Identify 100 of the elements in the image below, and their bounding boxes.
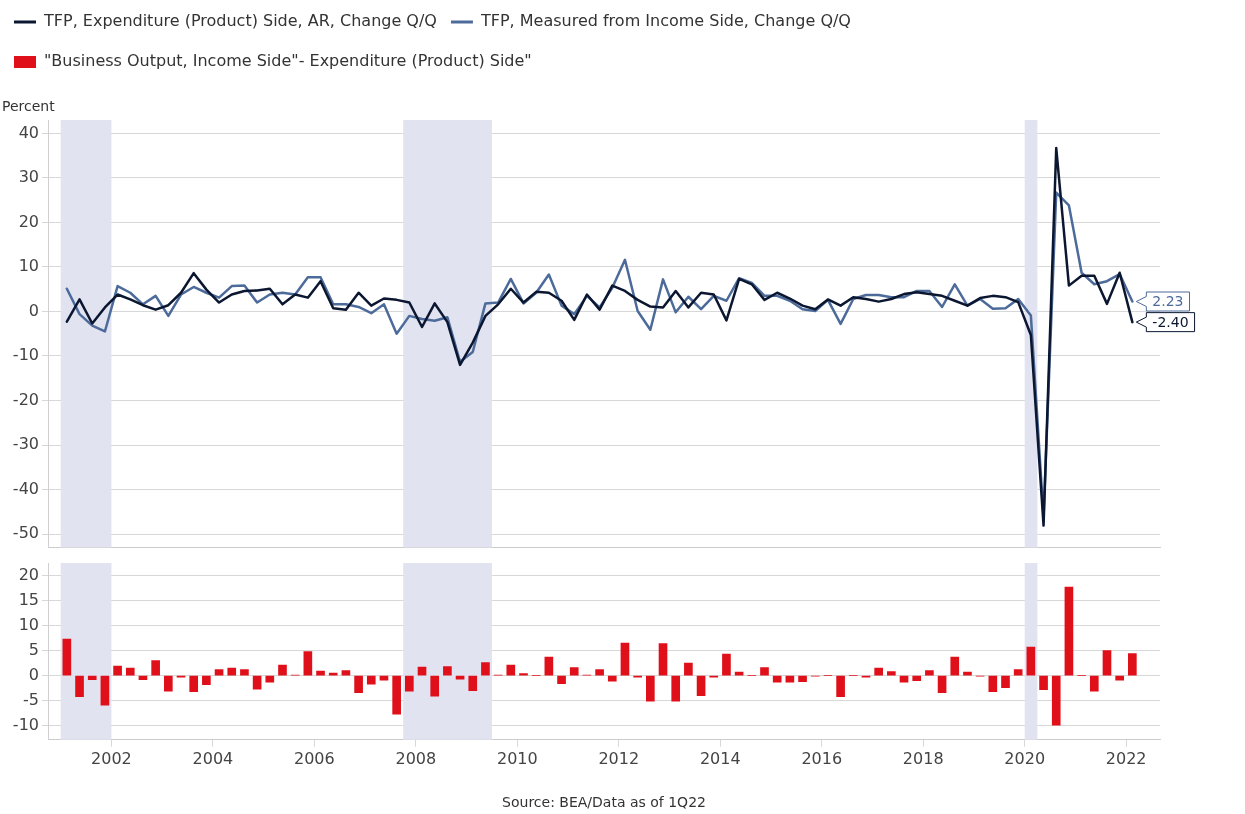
bar xyxy=(620,642,630,676)
bar xyxy=(734,671,744,676)
x-tick-label: 2010 xyxy=(496,748,538,768)
bar xyxy=(899,675,909,683)
data-label: 2.23 xyxy=(1152,293,1184,310)
bar xyxy=(836,675,845,698)
bar xyxy=(278,664,287,676)
bar xyxy=(100,675,110,706)
bar xyxy=(430,675,440,697)
y-tick-label: -20 xyxy=(12,389,39,409)
bar xyxy=(202,675,211,686)
bar xyxy=(240,669,249,676)
bar xyxy=(684,662,693,676)
x-tick-label: 2002 xyxy=(91,748,132,768)
bar xyxy=(62,638,72,676)
bar xyxy=(1102,650,1112,676)
x-tick-label: 2022 xyxy=(1105,748,1147,768)
bar xyxy=(519,673,528,676)
bar xyxy=(1051,675,1061,726)
y-tick-label: -40 xyxy=(12,478,39,498)
y-tick-label: 30 xyxy=(18,167,39,187)
bar xyxy=(481,662,490,676)
y-tick-label: 10 xyxy=(18,256,39,276)
bar xyxy=(785,675,795,683)
bar xyxy=(392,675,401,715)
y-tick-label: 40 xyxy=(18,122,39,142)
bar xyxy=(595,669,604,676)
bar xyxy=(265,675,275,683)
bar xyxy=(354,675,363,694)
bar xyxy=(925,670,934,676)
y-tick-label: 5 xyxy=(28,639,39,659)
bar xyxy=(874,667,883,676)
source-note: Source: BEA/Data as of 1Q22 xyxy=(502,793,706,810)
bar xyxy=(544,656,554,676)
bar xyxy=(988,675,998,693)
bar xyxy=(1064,586,1074,676)
bar xyxy=(722,653,731,676)
bar xyxy=(658,643,668,676)
y-tick-label: -50 xyxy=(12,523,39,543)
bar xyxy=(405,675,414,692)
y-tick-label: -5 xyxy=(23,689,39,709)
bar xyxy=(760,667,769,676)
x-tick-label: 2018 xyxy=(902,748,944,768)
x-tick-label: 2006 xyxy=(294,748,335,768)
bar xyxy=(303,651,313,676)
y-axis-title: Percent xyxy=(2,97,56,114)
bar xyxy=(468,675,478,692)
bar xyxy=(963,671,972,676)
bar xyxy=(341,670,351,676)
legend-label: "Business Output, Income Side"- Expenditure (Product) Side" xyxy=(44,51,532,71)
bar xyxy=(937,675,947,694)
bar xyxy=(189,675,199,693)
bar xyxy=(379,675,389,681)
x-tick-label: 2020 xyxy=(1004,748,1046,768)
bar xyxy=(113,665,122,676)
bar xyxy=(887,671,896,676)
bar xyxy=(87,675,97,681)
y-tick-label: 0 xyxy=(28,300,39,320)
bar xyxy=(75,675,84,698)
bar xyxy=(912,675,922,682)
y-tick-label: 10 xyxy=(18,614,39,634)
bar xyxy=(569,667,579,676)
bar xyxy=(557,675,566,685)
bar xyxy=(125,667,135,676)
bar xyxy=(1039,675,1048,691)
bar xyxy=(151,660,160,676)
bar xyxy=(671,675,681,702)
data-label: -2.40 xyxy=(1152,313,1189,330)
bar xyxy=(164,675,173,692)
x-tick-label: 2016 xyxy=(801,748,843,768)
y-tick-label: 0 xyxy=(28,664,39,684)
bar xyxy=(607,675,617,682)
bar xyxy=(252,675,262,690)
y-tick-label: -30 xyxy=(12,434,39,454)
bar xyxy=(227,667,237,676)
y-tick-label: 20 xyxy=(18,211,39,231)
bar xyxy=(1128,653,1137,676)
bar xyxy=(950,656,960,676)
x-tick-label: 2012 xyxy=(598,748,640,768)
bar xyxy=(1026,646,1036,676)
bar xyxy=(417,666,427,676)
x-tick-label: 2008 xyxy=(395,748,437,768)
x-tick-label: 2014 xyxy=(699,748,741,768)
y-tick-label: 20 xyxy=(18,564,39,584)
bar xyxy=(455,675,465,680)
bar xyxy=(328,672,338,676)
bar xyxy=(696,675,706,697)
bar xyxy=(443,666,452,676)
legend-label: TFP, Measured from Income Side, Change Q/Q xyxy=(479,11,851,31)
bar xyxy=(214,669,224,676)
legend-label: TFP, Expenditure (Product) Side, AR, Change Q/Q xyxy=(43,11,437,31)
bar xyxy=(366,675,376,685)
bar xyxy=(798,675,807,683)
bar xyxy=(1115,675,1124,681)
bar xyxy=(1013,669,1023,676)
y-tick-label: -10 xyxy=(12,345,39,365)
bar xyxy=(772,675,782,683)
bar xyxy=(506,664,516,676)
bar xyxy=(1089,675,1099,692)
bar xyxy=(1001,675,1010,689)
